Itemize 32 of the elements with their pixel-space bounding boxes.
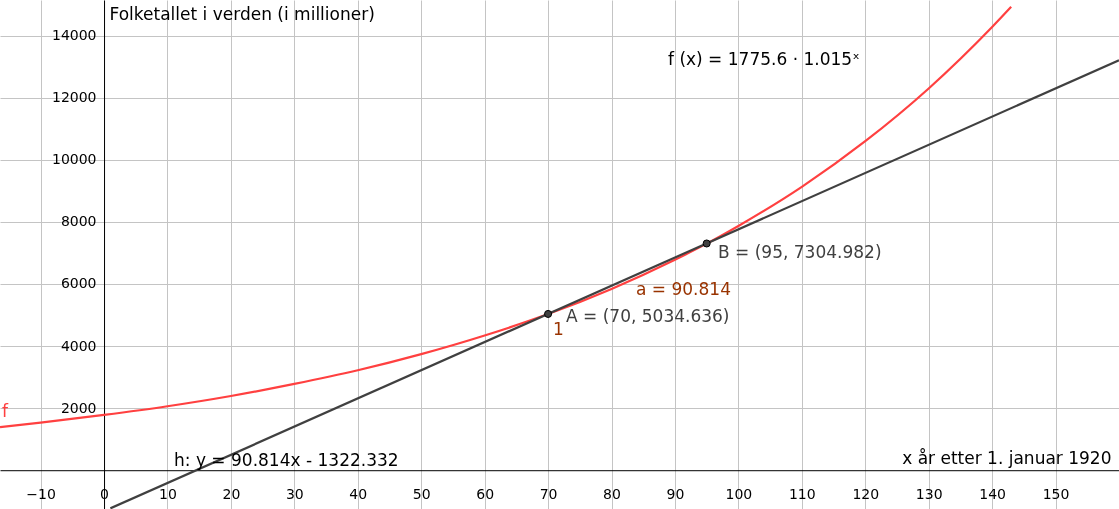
x-tick-label: 110 [788, 485, 816, 502]
x-tick-label: −10 [26, 485, 56, 502]
y-axis-title: Folketallet i verden (i millioner) [109, 3, 375, 24]
y-tick-label: 12000 [51, 89, 97, 106]
x-tick-label: 20 [222, 485, 241, 502]
y-tick-label: 8000 [60, 213, 97, 230]
x-tick-label: 120 [852, 485, 880, 502]
x-tick-label: 10 [159, 485, 177, 502]
annotation: f (x) = 1775.6 · 1.015ˣ [668, 49, 860, 69]
line-series [0, 5, 1013, 429]
annotation: A = (70, 5034.636) [566, 306, 730, 326]
x-tick-label: 30 [285, 485, 304, 502]
x-tick-label: 60 [476, 485, 495, 502]
x-tick-label: 90 [666, 485, 685, 502]
annotation: B = (95, 7304.982) [718, 242, 882, 262]
y-tick-label: 14000 [51, 27, 97, 44]
y-tick-label: 10000 [51, 151, 97, 168]
x-tick-label: 80 [603, 485, 621, 502]
x-tick-label: 50 [412, 485, 431, 502]
y-tick-label: 4000 [60, 337, 97, 354]
y-tick-label: 6000 [60, 275, 97, 292]
series-label: f [2, 401, 9, 422]
x-tick-label: 40 [349, 485, 368, 502]
x-tick-label: 100 [725, 485, 753, 502]
x-tick-label: 130 [915, 485, 943, 502]
x-tick-label: 70 [539, 485, 558, 502]
x-tick-label: 140 [979, 485, 1006, 502]
x-axis-title: x år etter 1. januar 1920 [902, 447, 1112, 468]
x-tick-label: 150 [1042, 485, 1070, 502]
annotation: 1 [553, 319, 564, 339]
y-tick-label: 2000 [60, 399, 97, 416]
annotation: a = 90.814 [636, 279, 731, 299]
